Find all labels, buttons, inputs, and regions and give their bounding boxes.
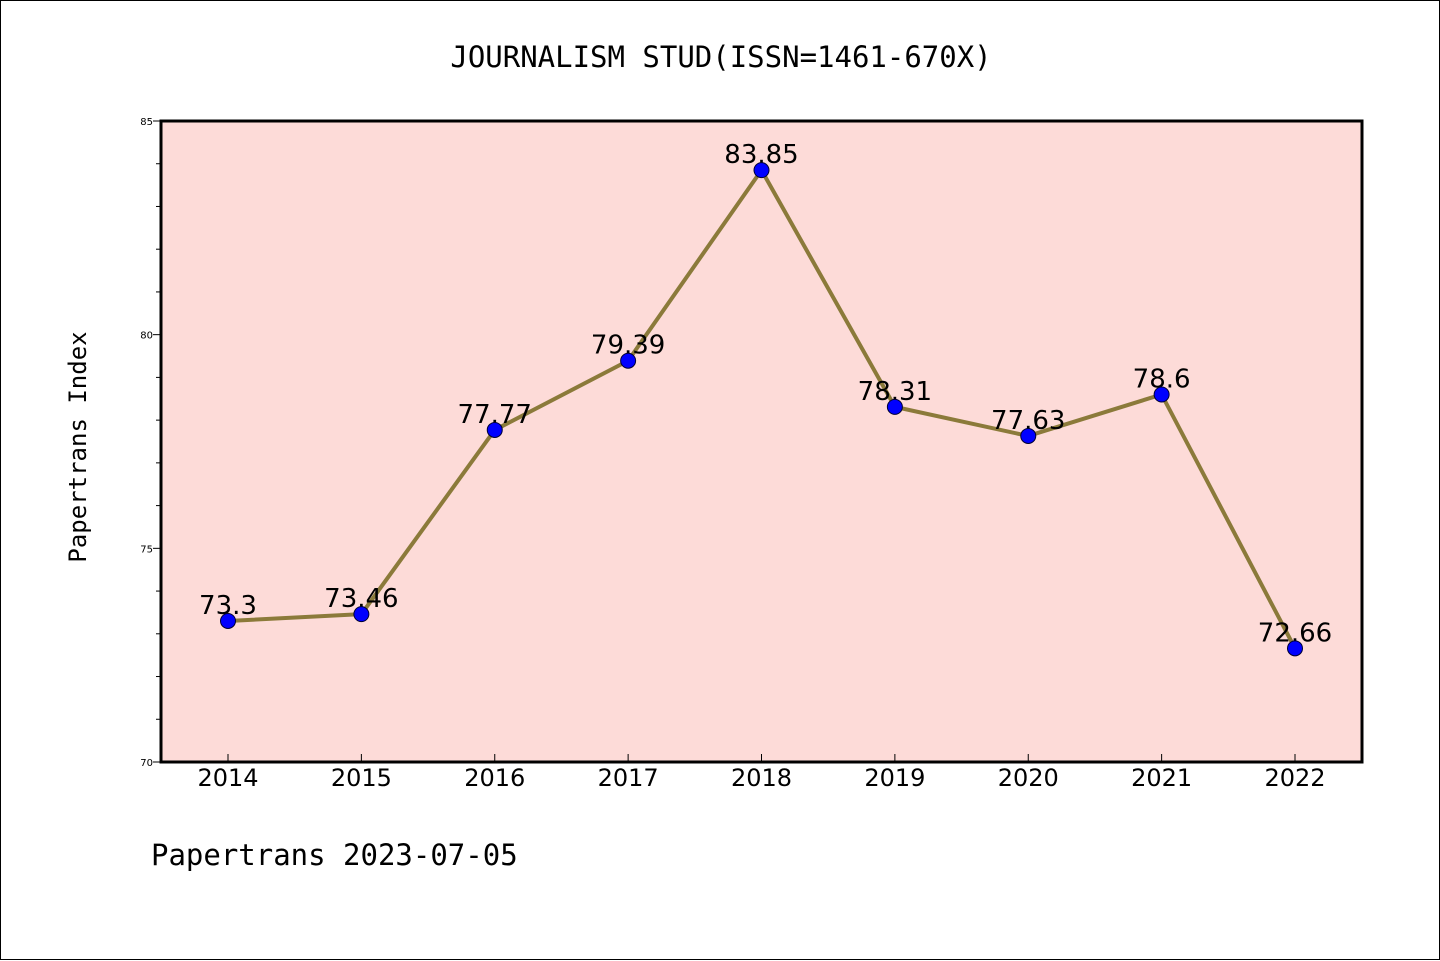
x-tick-label: 2015 [331, 764, 392, 792]
x-tick-label: 2019 [864, 764, 925, 792]
series-group: 73.3 73.4677.7779.3983.8578.3177.6378.672… [199, 140, 1332, 657]
x-tick-label: 2017 [598, 764, 659, 792]
y-tick-label: 70 [140, 758, 153, 769]
data-point [1287, 640, 1303, 657]
data-point [620, 352, 637, 369]
y-axis-label: Papertrans Index [64, 331, 92, 562]
data-point [1153, 386, 1170, 403]
y-tick-label: 80 [140, 331, 153, 342]
x-tick-label: 2014 [197, 764, 258, 792]
x-tick-label: 2016 [464, 764, 525, 792]
x-tick-label: 2018 [731, 764, 792, 792]
y-axis-ticks: 70 75 80 85 [140, 117, 161, 769]
x-tick-label: 2021 [1131, 764, 1192, 792]
plot-border [159, 119, 1364, 764]
x-tick-label: 2022 [1264, 764, 1325, 792]
x-axis-ticks: 2014 2015 2016 2017 2018 2019 2020 2021 2022 [197, 754, 1326, 792]
plot-area [161, 121, 1362, 762]
data-point [220, 612, 236, 629]
chart-title: JOURNALISM STUD(ISSN=1461-670X) [450, 40, 991, 74]
data-point [1020, 427, 1037, 444]
x-tick-label: 2020 [998, 764, 1059, 792]
y-tick-label: 85 [140, 117, 153, 128]
data-point [353, 606, 370, 623]
data-point [886, 398, 903, 415]
data-point [486, 421, 503, 438]
footer-credit: Papertrans 2023-07-05 [151, 838, 518, 872]
data-point [753, 162, 770, 179]
y-tick-label: 75 [140, 544, 153, 555]
